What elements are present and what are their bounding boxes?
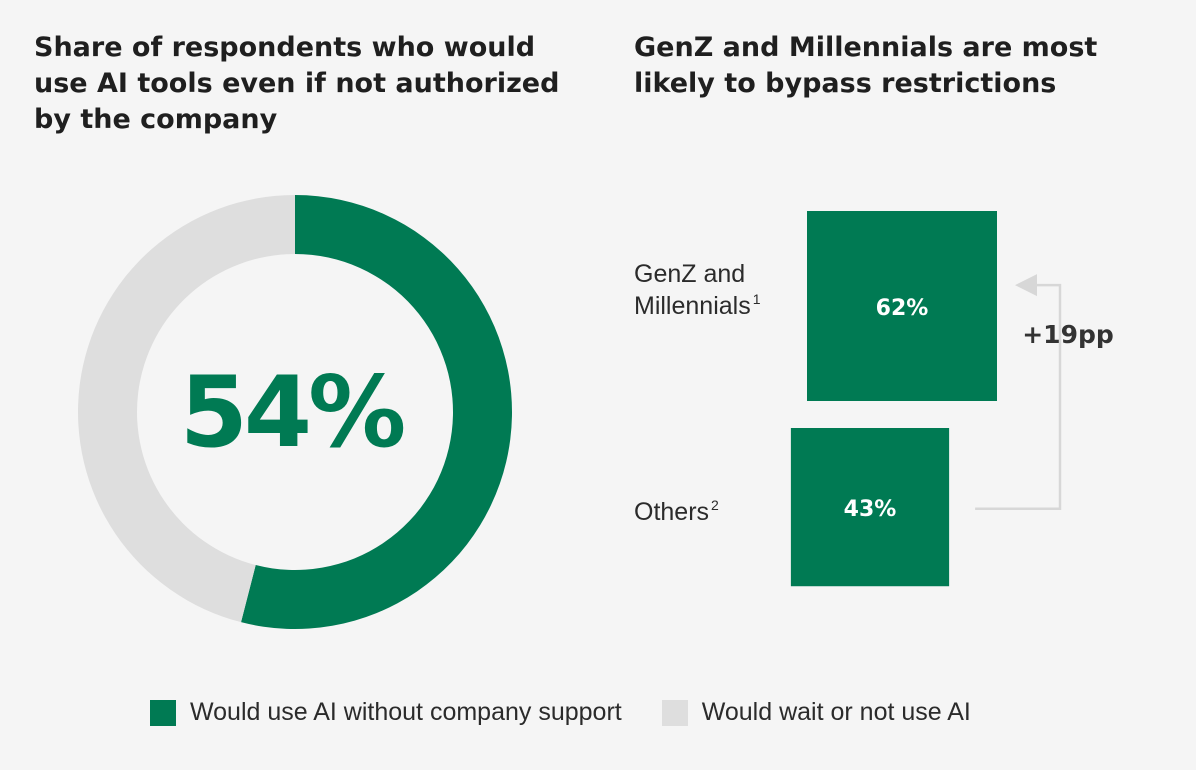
- bar-genz-millennials: [807, 211, 997, 401]
- legend-label: Would wait or not use AI: [701, 698, 971, 726]
- right-chart-title: GenZ and Millennials are most likely to b…: [634, 30, 1174, 102]
- footnote-marker: 2: [711, 497, 719, 513]
- bar-others: [790, 428, 950, 587]
- right-title-line-1: GenZ and Millennials are most: [634, 32, 1098, 63]
- right-title-line-2: likely to bypass restrictions: [634, 68, 1057, 99]
- left-title-line-2: use AI tools even if not authorized: [34, 68, 560, 99]
- donut-center-label: 54%: [180, 356, 404, 470]
- comparison-connector: [975, 283, 1062, 510]
- chart-canvas: 54% 62% 43% GenZ and Millennials 1 Others 2 +19p…: [78, 195, 1114, 630]
- delta-label: +19pp: [1022, 320, 1114, 349]
- left-chart-title: Share of respondents who would use AI too…: [34, 30, 574, 138]
- legend-swatch: [150, 699, 176, 726]
- donut-slice-use-ai: [241, 195, 513, 630]
- legend: Would use AI without company support Woul…: [150, 698, 1011, 727]
- legend-label: Would use AI without company support: [190, 698, 622, 726]
- legend-item: Would wait or not use AI: [661, 698, 971, 727]
- left-title-line-3: by the company: [34, 104, 278, 135]
- donut-slice-wait: [78, 195, 296, 623]
- bar-value-label: 62%: [876, 296, 929, 321]
- arrow-head-icon: [1015, 274, 1037, 297]
- bar-value-label: 43%: [844, 497, 897, 522]
- legend-item: Would use AI without company support: [150, 698, 622, 727]
- footnote-marker: 1: [753, 291, 761, 307]
- category-label: Others 2: [634, 497, 719, 526]
- left-title-line-1: Share of respondents who would: [34, 32, 536, 63]
- category-label: GenZ and: [634, 260, 745, 288]
- category-label: Millennials 1: [634, 291, 761, 320]
- legend-swatch: [661, 699, 688, 726]
